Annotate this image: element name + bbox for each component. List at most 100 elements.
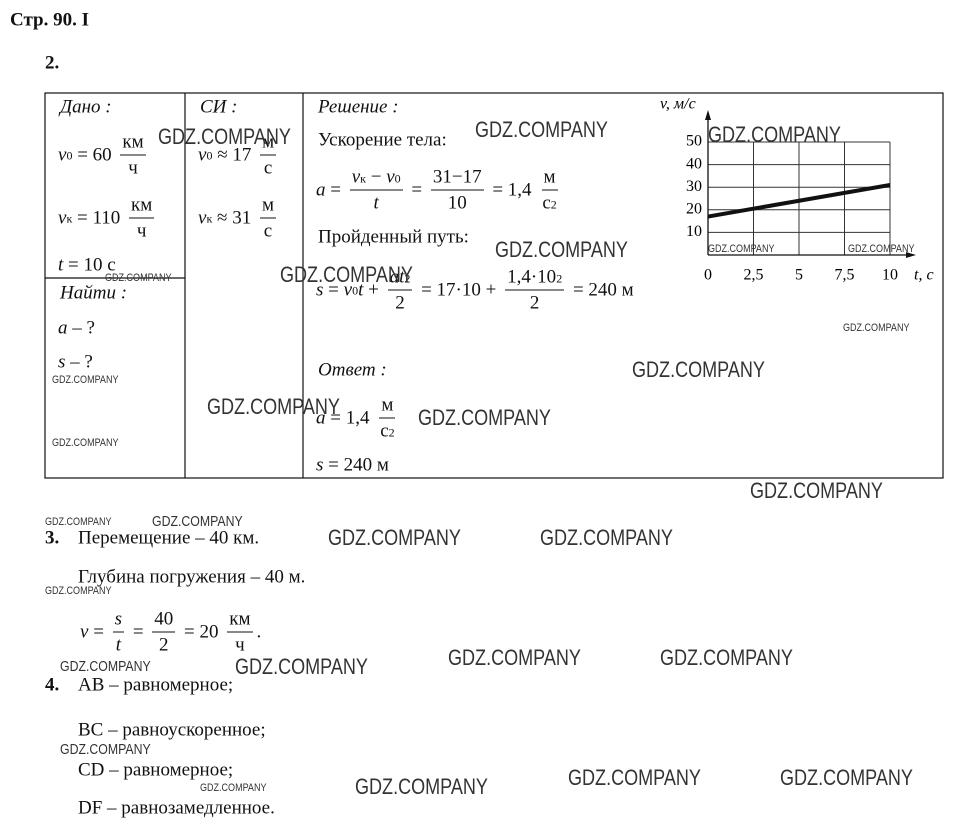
formula-text: км (122, 131, 144, 153)
text-line: Перемещение – 40 км. (78, 527, 260, 549)
fraction: км ч (120, 131, 146, 178)
denominator: с (262, 219, 274, 241)
subscript: к (360, 171, 366, 186)
watermark: GDZ.COMPANY (540, 525, 673, 550)
formula-text: с (263, 157, 273, 179)
fraction: 31−17 10 (430, 168, 484, 213)
variable: s (58, 351, 66, 373)
y-tick-label: 10 (686, 223, 702, 240)
formula-text: = 60 (72, 144, 117, 166)
formula-text: 1,4·10 (507, 266, 557, 288)
superscript: 2 (550, 197, 557, 212)
numerator: м (541, 166, 558, 191)
variable: v (80, 621, 89, 643)
numerator: км (227, 608, 253, 633)
formula-text: м (543, 166, 556, 188)
formula-text: м (261, 194, 274, 216)
formula: a – ? (58, 319, 95, 338)
variable: v (343, 279, 353, 301)
data-line (707, 182, 891, 219)
numerator: 40 (152, 608, 176, 633)
solution-heading: Решение : (318, 96, 399, 118)
variable: t (58, 254, 64, 276)
denominator: ч (126, 156, 140, 178)
watermark: GDZ.COMPANY (708, 122, 841, 147)
fraction: 1,4·10 2 2 (505, 266, 565, 314)
watermark: GDZ.COMPANY (848, 243, 915, 255)
formula-text: с (542, 192, 551, 214)
formula-text: км (131, 194, 153, 216)
formula-text: с (380, 420, 389, 442)
numerator: км (120, 131, 146, 156)
variable: t (358, 279, 364, 301)
given-heading: Дано : (60, 96, 112, 118)
x-axis-label: t, с (914, 267, 934, 284)
watermark: GDZ.COMPANY (158, 124, 291, 149)
formula-text: – ? (65, 351, 93, 373)
subscript: 0 (394, 171, 401, 186)
variable: s (316, 454, 324, 476)
watermark: GDZ.COMPANY (105, 272, 172, 284)
formula-text: 2 (159, 634, 169, 656)
formula-text: + (363, 279, 384, 301)
subscript: к (206, 211, 213, 225)
formula-text: = 1,4 (487, 179, 537, 201)
numerator: м (379, 396, 396, 419)
superscript: 2 (388, 425, 395, 440)
denominator: с (262, 156, 274, 178)
axis-arrow (906, 252, 916, 258)
y-tick-label: 20 (686, 200, 702, 217)
x-tick-label: 2,5 (744, 267, 764, 284)
x-tick-label: 5 (795, 267, 803, 284)
watermark: GDZ.COMPANY (495, 237, 628, 262)
text-line: AB – равномерное; (78, 674, 234, 696)
watermark: GDZ.COMPANY (235, 654, 368, 679)
formula: s – ? (58, 353, 93, 372)
axis-arrow (705, 110, 711, 120)
superscript: 2 (404, 271, 411, 286)
subscript: 0 (66, 148, 73, 162)
watermark: GDZ.COMPANY (355, 774, 488, 799)
watermark: GDZ.COMPANY (568, 765, 701, 790)
solution-label: Пройденный путь: (318, 226, 469, 248)
formula-text: = 10 с (63, 254, 116, 276)
watermark: GDZ.COMPANY (60, 658, 151, 675)
formula-text: = (128, 621, 149, 643)
numerator: 31−17 (430, 168, 484, 191)
variable: at (389, 266, 405, 288)
formula-text: км (229, 608, 251, 630)
fraction: 40 2 (152, 608, 176, 655)
subscript: 0 (206, 148, 213, 162)
variable: s (316, 279, 324, 301)
formula-text: ч (235, 634, 245, 656)
formula-text: 40 (154, 608, 174, 630)
formula-text: м (262, 131, 275, 153)
watermark: GDZ.COMPANY (660, 645, 793, 670)
formula: t = 10 с (58, 256, 116, 275)
solution-table (44, 92, 944, 479)
watermark: GDZ.COMPANY (200, 782, 267, 794)
si-heading: СИ : (200, 96, 238, 118)
watermark: GDZ.COMPANY (45, 516, 112, 528)
problem-number: 4. (45, 674, 60, 696)
superscript: 2 (556, 271, 563, 286)
answer-heading: Ответ : (318, 359, 387, 381)
watermark: GDZ.COMPANY (280, 262, 413, 287)
numerator: м (259, 194, 276, 219)
denominator: 2 (157, 633, 171, 655)
formula-text: 2 (529, 292, 540, 314)
formula-text: ч (128, 157, 138, 179)
